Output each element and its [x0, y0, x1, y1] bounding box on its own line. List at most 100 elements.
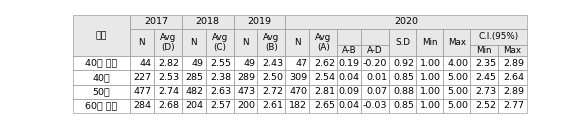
Bar — [154, 84, 182, 99]
Bar — [417, 70, 443, 84]
Text: 5.00: 5.00 — [447, 101, 468, 110]
Bar — [257, 29, 285, 56]
Bar — [309, 99, 338, 113]
Text: 5.00: 5.00 — [447, 87, 468, 96]
Text: A-D: A-D — [367, 46, 383, 55]
Bar — [470, 45, 498, 56]
Text: 2.73: 2.73 — [475, 87, 496, 96]
Text: 2.89: 2.89 — [503, 87, 524, 96]
Bar — [417, 84, 443, 99]
Bar — [257, 84, 285, 99]
Bar — [73, 99, 130, 113]
Bar — [417, 99, 443, 113]
Bar — [389, 70, 417, 84]
Bar — [470, 84, 498, 99]
Bar — [309, 70, 338, 84]
Text: 2.63: 2.63 — [210, 87, 232, 96]
Bar — [182, 70, 205, 84]
Text: 0.85: 0.85 — [393, 73, 414, 82]
Bar — [389, 56, 417, 70]
Text: 2.43: 2.43 — [262, 59, 283, 68]
Bar — [205, 84, 233, 99]
Text: 2.72: 2.72 — [262, 87, 283, 96]
Bar — [361, 70, 389, 84]
Text: Avg
(A): Avg (A) — [315, 33, 332, 52]
Bar — [154, 99, 182, 113]
Bar — [285, 15, 526, 29]
Text: 2019: 2019 — [247, 18, 271, 26]
Text: Min: Min — [477, 46, 492, 55]
Bar — [470, 56, 498, 70]
Text: 0.88: 0.88 — [393, 87, 414, 96]
Bar — [338, 29, 361, 45]
Text: 2.64: 2.64 — [503, 73, 524, 82]
Text: 2018: 2018 — [195, 18, 220, 26]
Bar — [257, 70, 285, 84]
Text: 0.09: 0.09 — [338, 87, 359, 96]
Bar — [309, 84, 338, 99]
Text: 1.00: 1.00 — [420, 73, 441, 82]
Bar — [443, 70, 470, 84]
Text: Avg
(B): Avg (B) — [263, 33, 280, 52]
Text: Min: Min — [422, 38, 438, 47]
Text: 289: 289 — [238, 73, 256, 82]
Text: 4.00: 4.00 — [447, 59, 468, 68]
Text: Max: Max — [448, 38, 466, 47]
Text: 2.50: 2.50 — [262, 73, 283, 82]
Text: S.D: S.D — [395, 38, 410, 47]
Text: 2020: 2020 — [394, 18, 418, 26]
Bar — [130, 15, 182, 29]
Text: 2.74: 2.74 — [159, 87, 180, 96]
Text: 2.35: 2.35 — [475, 59, 496, 68]
Text: 47: 47 — [295, 59, 307, 68]
Text: C.I.(95%): C.I.(95%) — [479, 32, 518, 41]
Bar — [154, 29, 182, 56]
Bar — [233, 84, 257, 99]
Bar — [205, 29, 233, 56]
Bar — [154, 70, 182, 84]
Text: N: N — [190, 38, 197, 47]
Bar — [338, 70, 361, 84]
Bar — [233, 29, 257, 56]
Text: 49: 49 — [192, 59, 204, 68]
Bar — [205, 99, 233, 113]
Text: 50대: 50대 — [92, 87, 111, 96]
Bar — [470, 70, 498, 84]
Bar — [285, 29, 309, 56]
Text: 60세 이상: 60세 이상 — [85, 101, 118, 110]
Bar — [233, 15, 285, 29]
Text: -0.03: -0.03 — [363, 101, 387, 110]
Bar — [233, 56, 257, 70]
Bar — [361, 45, 389, 56]
Bar — [361, 56, 389, 70]
Text: -0.20: -0.20 — [363, 59, 387, 68]
Bar — [389, 99, 417, 113]
Text: 0.01: 0.01 — [366, 73, 387, 82]
Bar — [233, 70, 257, 84]
Bar — [233, 99, 257, 113]
Text: 2.82: 2.82 — [159, 59, 180, 68]
Text: A-B: A-B — [342, 46, 357, 55]
Text: 0.04: 0.04 — [338, 73, 359, 82]
Text: 477: 477 — [134, 87, 152, 96]
Bar — [182, 15, 233, 29]
Text: 2.38: 2.38 — [210, 73, 232, 82]
Text: 182: 182 — [290, 101, 307, 110]
Bar — [182, 99, 205, 113]
Bar — [285, 56, 309, 70]
Text: Avg
(D): Avg (D) — [160, 33, 176, 52]
Text: 0.04: 0.04 — [338, 101, 359, 110]
Text: 482: 482 — [185, 87, 204, 96]
Text: 구분: 구분 — [96, 31, 107, 40]
Bar — [182, 56, 205, 70]
Text: 2.89: 2.89 — [503, 59, 524, 68]
Text: 40세 미만: 40세 미만 — [85, 59, 118, 68]
Text: 40대: 40대 — [92, 73, 111, 82]
Text: 470: 470 — [290, 87, 307, 96]
Bar — [498, 84, 526, 99]
Bar — [470, 29, 526, 45]
Bar — [257, 99, 285, 113]
Bar — [182, 29, 205, 56]
Text: 284: 284 — [134, 101, 152, 110]
Text: 309: 309 — [289, 73, 307, 82]
